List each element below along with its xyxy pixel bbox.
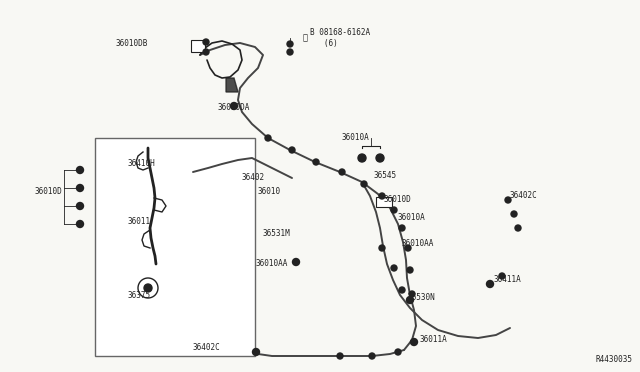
Circle shape [77,185,83,192]
Circle shape [379,245,385,251]
Text: 36010DA: 36010DA [218,103,250,112]
Circle shape [499,273,505,279]
Circle shape [138,278,158,298]
Circle shape [391,207,397,213]
Text: 36531M: 36531M [262,230,290,238]
Polygon shape [226,78,238,92]
Circle shape [395,349,401,355]
Circle shape [369,353,375,359]
Circle shape [391,265,397,271]
Text: 36545: 36545 [374,171,397,180]
Circle shape [361,181,367,187]
Text: 36410H: 36410H [128,160,156,169]
Text: 36010A: 36010A [398,214,426,222]
Circle shape [203,39,209,45]
Circle shape [313,159,319,165]
Circle shape [515,225,521,231]
Circle shape [399,225,405,231]
Circle shape [230,103,237,109]
Circle shape [505,197,511,203]
Text: R4430035: R4430035 [595,355,632,364]
Circle shape [77,221,83,228]
Text: 36011A: 36011A [420,336,448,344]
Text: 36010A: 36010A [342,134,370,142]
Circle shape [337,353,343,359]
Circle shape [410,339,417,346]
Circle shape [289,147,295,153]
Text: 36010AA: 36010AA [255,260,288,269]
Bar [95,138,255,356]
Text: 36530N: 36530N [408,294,436,302]
Circle shape [77,167,83,173]
Text: 36010DB: 36010DB [116,38,148,48]
Circle shape [511,211,517,217]
Text: 36402: 36402 [242,173,265,183]
Circle shape [265,135,271,141]
Circle shape [287,41,293,47]
Text: 36010: 36010 [258,187,281,196]
Text: Ⓑ: Ⓑ [303,33,308,42]
Text: 36010AA: 36010AA [402,240,435,248]
Text: 36375: 36375 [128,292,151,301]
Circle shape [203,49,209,55]
Text: 36411A: 36411A [494,276,522,285]
Text: 36011: 36011 [128,218,151,227]
Circle shape [405,245,411,251]
Circle shape [144,284,152,292]
Circle shape [292,259,300,266]
Circle shape [253,349,259,356]
Text: 36402C: 36402C [192,343,220,353]
Circle shape [287,49,293,55]
Text: 36010D: 36010D [35,187,62,196]
Circle shape [409,291,415,297]
Circle shape [339,169,345,175]
Circle shape [376,154,384,162]
Text: 36010D: 36010D [384,196,412,205]
Circle shape [399,287,405,293]
Circle shape [486,280,493,288]
Text: B 08168-6162A
   (6): B 08168-6162A (6) [310,28,370,48]
Text: 36402C: 36402C [510,192,538,201]
Circle shape [358,154,366,162]
Circle shape [406,296,413,304]
Bar [191,40,205,52]
Bar [376,197,392,207]
Circle shape [379,193,385,199]
Circle shape [407,267,413,273]
Circle shape [77,202,83,209]
